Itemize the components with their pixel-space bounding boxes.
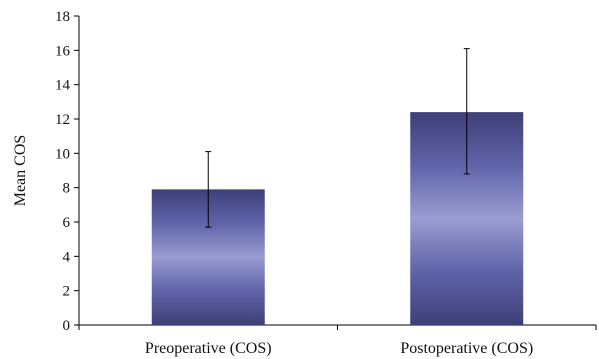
y-tick-label: 10: [55, 146, 70, 162]
bars: [151, 112, 524, 325]
y-tick-label: 0: [63, 318, 71, 334]
y-tick-label: 18: [55, 9, 70, 25]
y-tick-label: 12: [55, 112, 70, 128]
x-axis: Preoperative (COS) Postoperative (COS): [78, 324, 597, 357]
y-axis: 0 2 4 6 8 10 12 14 16 18: [55, 9, 80, 334]
y-tick-label: 14: [55, 78, 71, 94]
y-axis-title: Mean COS: [12, 135, 29, 207]
error-bars: [205, 48, 470, 228]
y-tick-label: 8: [63, 181, 71, 197]
y-tick-label: 2: [63, 284, 71, 300]
y-tick-label: 4: [63, 249, 71, 265]
x-category-label: Preoperative (COS): [145, 340, 272, 357]
x-category-label: Postoperative (COS): [400, 340, 533, 357]
y-tick-label: 16: [55, 43, 71, 59]
y-tick-label: 6: [63, 215, 71, 231]
